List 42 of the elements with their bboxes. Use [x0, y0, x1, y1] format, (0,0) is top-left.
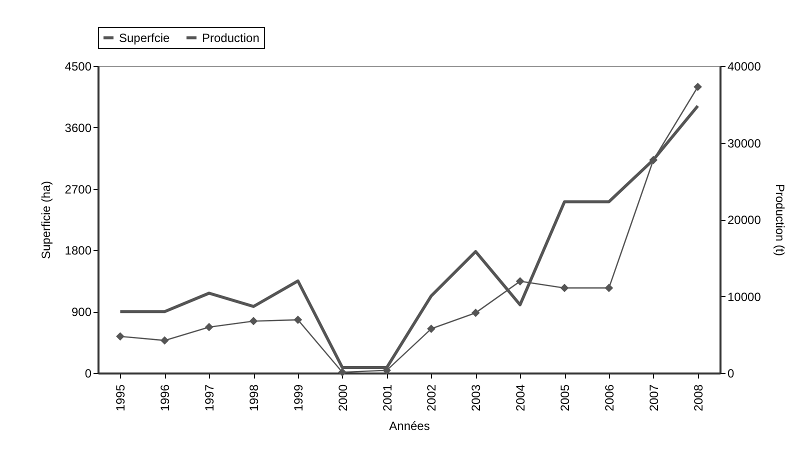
y2-tick-label: 40000 [728, 60, 762, 74]
x-tick-label: 2003 [469, 384, 484, 412]
point [516, 277, 524, 286]
x-tick-label: 2006 [602, 384, 616, 412]
point [560, 284, 569, 292]
y2-axis-title: Production (t) [772, 184, 787, 256]
point [427, 324, 436, 333]
x-tick-label: 2005 [558, 384, 572, 412]
y-tick-label: 3600 [64, 120, 92, 135]
point [249, 316, 258, 326]
x-tick-label: 2008 [691, 384, 706, 412]
y2-tick-label: 0 [728, 366, 734, 380]
x-axis-title: Années [389, 419, 430, 434]
point [294, 316, 302, 324]
point [694, 82, 702, 92]
x-tick-label: 1999 [291, 384, 306, 412]
point [160, 336, 169, 345]
legend-label: Production [202, 30, 260, 45]
y-tick-label: 0 [84, 366, 92, 380]
y-tick-label: 1800 [64, 244, 92, 258]
x-tick-label: 1995 [114, 384, 128, 412]
x-tick-label: 2001 [380, 384, 394, 412]
y-tick-label: 900 [71, 305, 92, 320]
y2-tick-label: 10000 [728, 290, 762, 304]
x-tick-label: 2002 [424, 384, 439, 412]
x-tick-label: 1996 [158, 384, 172, 412]
y2-tick-label: 20000 [728, 213, 762, 227]
y-axis-title: Superficie (ha) [38, 180, 53, 260]
y-tick-label: 4500 [64, 60, 92, 74]
y2-tick-label: 30000 [728, 136, 762, 150]
x-tick-label: 2000 [336, 384, 350, 412]
point [204, 322, 214, 332]
y-tick-label: 2700 [64, 182, 92, 196]
legend-label: Superfcie [119, 30, 170, 45]
point [604, 284, 614, 292]
x-tick-label: 2007 [646, 384, 661, 412]
point [116, 332, 124, 341]
x-tick-label: 1998 [247, 384, 261, 412]
point [471, 308, 480, 318]
x-tick-label: 1997 [202, 384, 217, 412]
point [338, 368, 347, 376]
x-tick-label: 2004 [514, 384, 528, 412]
